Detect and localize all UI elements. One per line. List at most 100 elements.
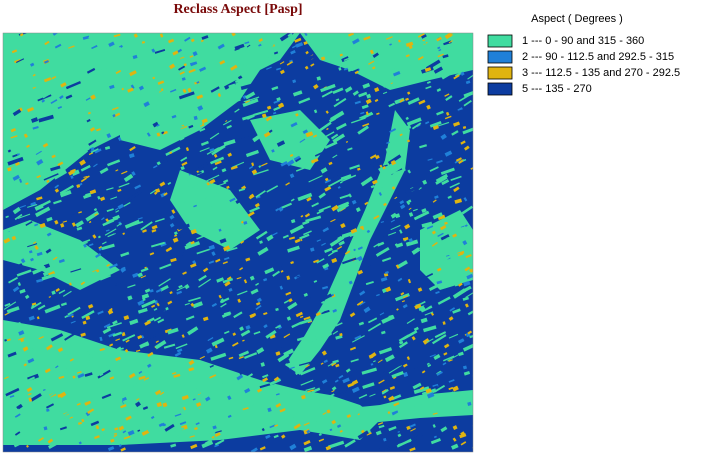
raster-cell <box>313 259 320 264</box>
raster-cell <box>447 215 455 220</box>
raster-cell <box>174 100 179 105</box>
raster-cell <box>303 422 310 426</box>
raster-cell <box>118 173 127 179</box>
raster-cell <box>196 248 211 255</box>
raster-cell <box>209 371 219 377</box>
raster-cell <box>28 250 33 254</box>
raster-cell <box>86 66 96 71</box>
raster-cell <box>244 352 258 359</box>
raster-cell <box>135 435 146 443</box>
raster-cell <box>188 76 195 81</box>
raster-cell <box>20 355 34 362</box>
raster-cell <box>226 124 232 129</box>
raster-cell <box>144 66 156 74</box>
raster-cell <box>320 167 328 174</box>
raster-cell <box>96 242 104 248</box>
raster-cell <box>398 341 408 349</box>
raster-cell <box>15 58 25 63</box>
raster-cell <box>290 219 296 224</box>
raster-cell <box>339 193 352 200</box>
raster-cell <box>343 67 349 71</box>
raster-cell <box>144 103 157 113</box>
raster-cell <box>143 377 150 381</box>
raster-cell <box>338 240 345 246</box>
raster-cell <box>162 159 168 164</box>
raster-cell <box>105 229 110 232</box>
raster-cell <box>245 257 251 262</box>
raster-cell <box>396 308 399 311</box>
raster-cell <box>59 95 64 100</box>
raster-cell <box>296 275 300 278</box>
raster-cell <box>305 131 314 138</box>
raster-cell <box>104 146 111 150</box>
raster-cell <box>369 211 376 215</box>
raster-cell <box>431 334 447 345</box>
raster-cell <box>214 444 219 448</box>
raster-cell <box>447 195 452 199</box>
raster-cell <box>201 371 217 380</box>
raster-cell <box>372 180 376 184</box>
raster-cell <box>188 124 194 129</box>
raster-cell <box>391 410 399 416</box>
raster-cell <box>294 370 301 376</box>
raster-cell <box>463 247 473 256</box>
raster-cell <box>357 413 360 416</box>
raster-cell <box>353 248 356 252</box>
raster-cell <box>292 79 297 84</box>
raster-cell <box>269 378 282 386</box>
raster-cell <box>96 128 101 132</box>
raster-cell <box>16 89 33 97</box>
raster-cell <box>321 350 327 356</box>
raster-cell <box>192 398 196 401</box>
raster-cell <box>290 261 294 265</box>
raster-cell <box>386 141 390 145</box>
raster-cell <box>370 157 385 168</box>
raster-cell <box>462 271 473 278</box>
raster-cell <box>332 330 339 335</box>
raster-cell <box>317 403 331 411</box>
raster-cell <box>281 392 284 395</box>
raster-cell <box>20 258 26 264</box>
raster-cell <box>57 394 62 398</box>
raster-cell <box>127 87 134 93</box>
raster-cell <box>252 134 262 143</box>
raster-cell <box>457 282 463 287</box>
raster-cell <box>209 374 217 379</box>
raster-cell <box>437 214 446 221</box>
raster-cell <box>291 321 302 329</box>
raster-cell <box>435 290 440 295</box>
raster-cell <box>238 355 244 360</box>
raster-cell <box>102 327 112 335</box>
raster-cell <box>41 241 51 247</box>
raster-cell <box>411 411 419 418</box>
raster-cell <box>65 80 82 90</box>
raster-cell <box>199 424 208 431</box>
raster-cell <box>189 435 195 438</box>
raster-cell <box>350 358 359 363</box>
raster-cell <box>129 146 136 152</box>
raster-cell <box>242 114 255 121</box>
raster-cell <box>211 372 226 380</box>
raster-cell <box>241 373 254 382</box>
raster-cell <box>338 67 342 71</box>
raster-cell <box>100 363 113 372</box>
raster-cell <box>168 63 176 70</box>
raster-cell <box>142 406 149 411</box>
raster-cell <box>222 277 234 284</box>
raster-cell <box>386 107 393 111</box>
raster-cell <box>153 316 162 322</box>
raster-cell <box>118 182 130 188</box>
raster-cell <box>208 202 216 208</box>
raster-cell <box>346 414 352 418</box>
raster-cell <box>426 104 431 110</box>
raster-cell <box>380 254 390 261</box>
raster-cell <box>286 61 293 66</box>
raster-cell <box>190 228 197 235</box>
raster-cell <box>405 54 410 58</box>
raster-cell <box>180 186 193 195</box>
raster-cell <box>176 433 183 439</box>
raster-cell <box>36 196 43 201</box>
raster-cell <box>144 333 160 341</box>
raster-cell <box>332 133 346 144</box>
